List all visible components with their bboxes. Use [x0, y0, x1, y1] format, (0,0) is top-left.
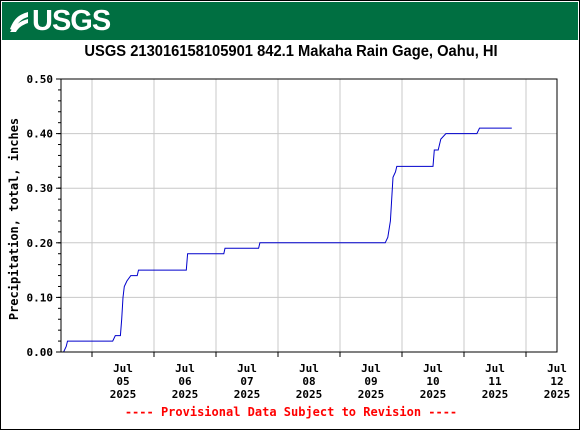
x-tick-label: 2025 — [172, 388, 199, 401]
x-tick-label: 2025 — [234, 388, 261, 401]
y-tick-label: 0.20 — [27, 237, 54, 250]
x-tick-label: 07 — [240, 375, 253, 388]
x-tick-label: 12 — [550, 375, 563, 388]
precipitation-series-line — [61, 127, 512, 353]
y-axis-label: Precipitation, total, inches — [7, 117, 21, 321]
x-tick-label: Jul — [113, 362, 133, 375]
plot-frame — [60, 78, 558, 353]
x-tick-label: 2025 — [544, 388, 571, 401]
x-tick-label: Jul — [175, 362, 195, 375]
x-tick-label: 2025 — [296, 388, 323, 401]
y-tick-label: 0.30 — [27, 182, 54, 195]
x-tick-label: 10 — [426, 375, 439, 388]
x-tick-label: 2025 — [420, 388, 447, 401]
x-tick-label: 2025 — [482, 388, 509, 401]
x-tick-label: 08 — [302, 375, 315, 388]
y-tick-label: 0.00 — [27, 346, 54, 359]
x-tick-label: Jul — [237, 362, 257, 375]
x-tick-label: 11 — [488, 375, 502, 388]
usgs-logo-text: USGS — [32, 5, 111, 37]
x-tick-label: Jul — [485, 362, 505, 375]
usgs-logo-icon — [10, 12, 28, 32]
x-tick-label: 09 — [364, 375, 377, 388]
usgs-banner: USGS — [2, 2, 578, 40]
x-tick-label: 05 — [116, 375, 129, 388]
x-tick-label: Jul — [547, 362, 567, 375]
x-tick-label: 2025 — [110, 388, 137, 401]
y-tick-label: 0.40 — [27, 128, 54, 141]
x-tick-label: 06 — [178, 375, 192, 388]
chart-title: USGS 213016158105901 842.1 Makaha Rain G… — [84, 43, 498, 60]
x-tick-label: Jul — [423, 362, 443, 375]
x-tick-label: Jul — [361, 362, 381, 375]
y-tick-label: 0.50 — [27, 73, 54, 86]
x-tick-label: Jul — [299, 362, 319, 375]
x-tick-label: 2025 — [358, 388, 385, 401]
provisional-disclaimer: ---- Provisional Data Subject to Revisio… — [124, 405, 458, 419]
y-tick-label: 0.10 — [27, 291, 54, 304]
